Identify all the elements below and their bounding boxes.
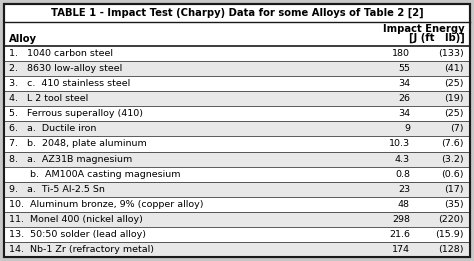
Text: 34: 34 <box>398 79 410 88</box>
Text: 10.3: 10.3 <box>389 139 410 149</box>
Text: (7.6): (7.6) <box>441 139 464 149</box>
Text: (19): (19) <box>445 94 464 103</box>
Text: (128): (128) <box>438 245 464 254</box>
Bar <box>4 106 470 121</box>
Text: 13.  50:50 solder (lead alloy): 13. 50:50 solder (lead alloy) <box>9 230 146 239</box>
Text: 1.   1040 carbon steel: 1. 1040 carbon steel <box>9 49 113 58</box>
Text: Alloy: Alloy <box>9 34 37 44</box>
Bar <box>4 212 470 227</box>
Text: 48: 48 <box>398 200 410 209</box>
Text: 180: 180 <box>392 49 410 58</box>
Text: 10.  Aluminum bronze, 9% (copper alloy): 10. Aluminum bronze, 9% (copper alloy) <box>9 200 203 209</box>
Bar <box>4 151 470 167</box>
Text: b.  AM100A casting magnesium: b. AM100A casting magnesium <box>9 170 181 179</box>
Bar <box>4 227 470 242</box>
Text: [J (ft   lb)]: [J (ft lb)] <box>409 33 465 43</box>
Bar <box>4 76 470 91</box>
Bar <box>4 121 470 137</box>
Text: 5.   Ferrous superalloy (410): 5. Ferrous superalloy (410) <box>9 109 143 118</box>
Bar <box>4 242 470 257</box>
Text: (35): (35) <box>444 200 464 209</box>
Text: (25): (25) <box>445 79 464 88</box>
Text: 21.6: 21.6 <box>389 230 410 239</box>
Text: (133): (133) <box>438 49 464 58</box>
Text: (0.6): (0.6) <box>441 170 464 179</box>
Text: (15.9): (15.9) <box>436 230 464 239</box>
Text: 9.   a.  Ti-5 Al-2.5 Sn: 9. a. Ti-5 Al-2.5 Sn <box>9 185 105 194</box>
Text: 3.   c.  410 stainless steel: 3. c. 410 stainless steel <box>9 79 130 88</box>
Bar <box>4 91 470 106</box>
Text: 11.  Monel 400 (nickel alloy): 11. Monel 400 (nickel alloy) <box>9 215 143 224</box>
Text: 0.8: 0.8 <box>395 170 410 179</box>
Text: 14.  Nb-1 Zr (refractory metal): 14. Nb-1 Zr (refractory metal) <box>9 245 154 254</box>
Text: (7): (7) <box>450 124 464 133</box>
Text: 298: 298 <box>392 215 410 224</box>
Text: 8.   a.  AZ31B magnesium: 8. a. AZ31B magnesium <box>9 155 132 164</box>
Text: (25): (25) <box>445 109 464 118</box>
Text: 9: 9 <box>404 124 410 133</box>
Text: 7.   b.  2048, plate aluminum: 7. b. 2048, plate aluminum <box>9 139 147 149</box>
Text: 4.3: 4.3 <box>395 155 410 164</box>
Text: 26: 26 <box>398 94 410 103</box>
Bar <box>4 137 470 151</box>
Text: (17): (17) <box>445 185 464 194</box>
Text: TABLE 1 - Impact Test (Charpy) Data for some Alloys of Table 2 [2]: TABLE 1 - Impact Test (Charpy) Data for … <box>51 8 423 18</box>
Text: 2.   8630 low-alloy steel: 2. 8630 low-alloy steel <box>9 64 122 73</box>
Text: 55: 55 <box>398 64 410 73</box>
Bar <box>4 61 470 76</box>
Text: 6.   a.  Ductile iron: 6. a. Ductile iron <box>9 124 96 133</box>
Text: 23: 23 <box>398 185 410 194</box>
Text: Impact Energy: Impact Energy <box>383 24 465 34</box>
Bar <box>4 167 470 182</box>
Text: 4.   L 2 tool steel: 4. L 2 tool steel <box>9 94 88 103</box>
Bar <box>4 197 470 212</box>
Text: 174: 174 <box>392 245 410 254</box>
Text: (41): (41) <box>445 64 464 73</box>
Text: 34: 34 <box>398 109 410 118</box>
Bar <box>4 46 470 61</box>
Text: (3.2): (3.2) <box>441 155 464 164</box>
Text: (220): (220) <box>438 215 464 224</box>
Bar <box>4 182 470 197</box>
